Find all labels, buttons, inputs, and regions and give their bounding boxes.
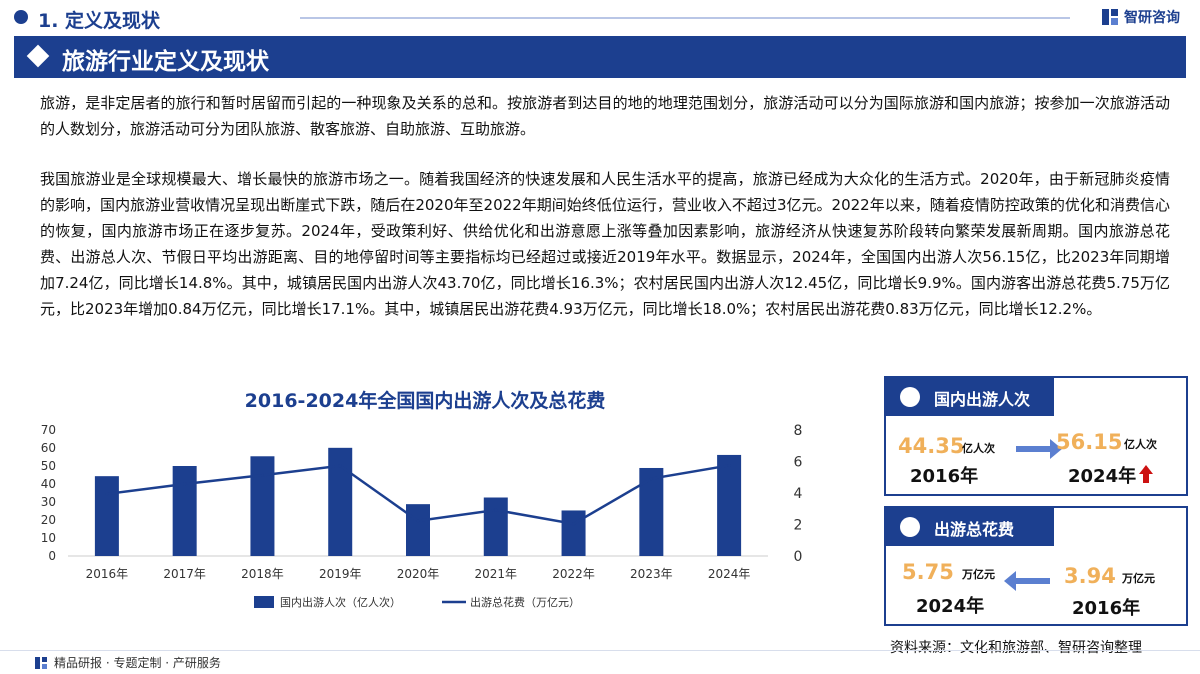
spend-left-unit: 万亿元 [962,568,995,581]
definition-paragraph: 旅游，是非定居者的旅行和暂时居留而引起的一种现象及关系的总和。按旅游者到达目的地… [40,94,1170,138]
y-left-tick-label: 30 [41,495,56,509]
bar [94,476,119,556]
status-paragraph: 我国旅游业是全球规模最大、增长最快的旅游市场之一。随着我国经济的快速发展和人民生… [40,170,1170,318]
line-point [260,473,264,477]
source-note: 资料来源：文化和旅游部、智研咨询整理 [890,640,1142,656]
line-point [727,463,731,467]
spend-right-year: 2016年 [1072,598,1141,619]
line-point [338,464,342,468]
x-tick-label: 2018年 [241,567,284,581]
spend-panel-title: 出游总花费 [934,520,1015,539]
trips-to-value: 56.15 [1056,430,1123,454]
footer-text: 精品研报 · 专题定制 · 产研服务 [54,656,221,670]
legend-bar-label: 国内出游人次（亿人次） [280,595,401,609]
trips-from-value: 44.35 [898,434,965,458]
diamond-icon [26,44,50,68]
bar [406,504,430,556]
spend-panel: 出游总花费 5.75 万亿元 2024年 3.94 万亿元 2016年 [884,506,1188,626]
y-right-tick-label: 6 [794,455,803,471]
chart-title: 2016-2024年全国国内出游人次及总花费 [244,390,606,412]
brand: 智研咨询 [1100,6,1180,28]
brand-name: 智研咨询 [1124,10,1180,26]
footer-logo-icon [35,656,47,669]
x-tick-label: 2016年 [86,567,129,581]
legend-line-label: 出游总花费（万亿元） [470,595,580,609]
x-tick-label: 2017年 [163,567,206,581]
bar [561,510,586,556]
title-banner: 旅游行业定义及现状 [14,36,1186,78]
spend-right-unit: 万亿元 [1122,572,1155,585]
combo-chart: 0 10 20 30 40 50 60 70 0 2 4 6 8 2016年 2017年 2018年 2019年… [41,423,803,609]
trend-chart-icon [900,517,920,537]
bar [717,454,742,556]
left-arrow-icon [1004,571,1050,591]
y-left-tick-label: 70 [41,423,56,437]
y-right-tick-label: 8 [794,423,803,439]
trips-to-unit: 亿人次 [1124,438,1157,451]
top-bar: 1. 定义及现状 智研咨询 [0,0,1200,34]
page-title: 旅游行业定义及现状 [62,49,269,75]
line-point [416,519,420,523]
right-arrow-icon [1016,439,1062,459]
x-tick-label: 2019年 [319,567,362,581]
x-tick-label: 2024年 [708,567,751,581]
bar [483,497,508,556]
brand-logo-icon [1102,9,1118,25]
bar [250,456,275,556]
y-left-tick-label: 20 [41,513,56,527]
spend-panel-header: 出游总花费 [886,508,1054,546]
y-left-tick-label: 0 [48,549,56,563]
trips-panel-title: 国内出游人次 [934,390,1031,409]
y-right-tick-label: 0 [794,549,803,565]
x-tick-label: 2023年 [630,567,673,581]
y-right-tick-label: 2 [794,518,803,534]
y-right-tick-label: 4 [794,486,803,502]
y-left-tick-label: 10 [41,531,56,545]
bar [639,467,664,556]
x-tick-label: 2022年 [552,567,595,581]
trips-to-year: 2024年 [1068,466,1137,487]
trips-panel-header: 国内出游人次 [886,378,1054,416]
line-point [183,482,187,486]
up-arrow-icon [1139,465,1153,483]
legend-bar-swatch [254,596,274,608]
y-left-tick-label: 60 [41,441,56,455]
trips-from-unit: 亿人次 [962,442,995,455]
trips-panel: 国内出游人次 44.35 亿人次 2016年 56.15 亿人次 2024年 [884,376,1188,496]
footer-divider [0,650,1200,651]
x-tick-label: 2020年 [397,567,440,581]
section-title: 1. 定义及现状 [38,10,161,32]
section-bullet-icon [14,10,28,24]
footer: 精品研报 · 专题定制 · 产研服务 [34,654,221,671]
line-point [105,492,109,496]
x-tick-label: 2021年 [475,567,518,581]
line-point [572,522,576,526]
trips-from-year: 2016年 [910,466,979,487]
bar [172,466,197,556]
header-divider [300,17,1070,19]
spend-left-value: 5.75 [902,560,954,584]
spend-left-year: 2024年 [916,596,985,617]
people-icon [900,387,920,407]
y-left-tick-label: 40 [41,477,56,491]
line-point [649,477,653,481]
spend-right-value: 3.94 [1064,564,1116,588]
bar [328,447,353,556]
y-left-tick-label: 50 [41,459,56,473]
line-point [494,508,498,512]
